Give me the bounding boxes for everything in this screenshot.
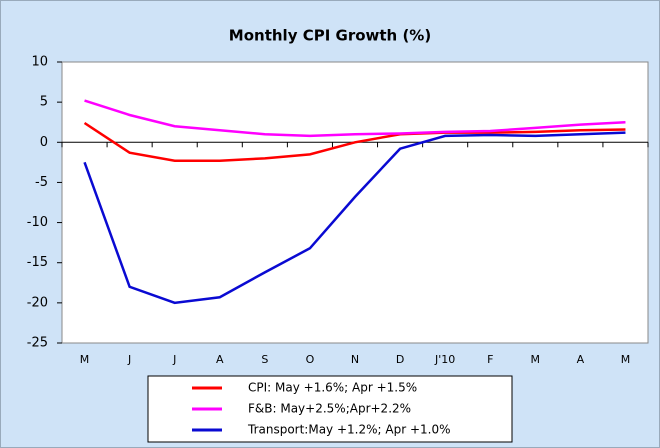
y-tick-label: -10 xyxy=(27,215,48,230)
plot-area xyxy=(61,61,649,344)
x-tick-label: J xyxy=(127,353,131,366)
y-tick-label: 10 xyxy=(31,55,48,70)
x-tick-label: M xyxy=(531,353,541,366)
x-tick-label: A xyxy=(577,353,585,366)
x-tick-label: M xyxy=(621,353,631,366)
x-tick-label: F xyxy=(487,353,493,366)
y-tick-label: -5 xyxy=(35,175,48,190)
series-line xyxy=(83,131,626,305)
series-line xyxy=(83,121,626,163)
y-tick-label: -15 xyxy=(27,255,48,270)
chart-title: Monthly CPI Growth (%) xyxy=(229,27,431,45)
legend-label: F&B: May+2.5%;Apr+2.2% xyxy=(248,402,411,416)
series-line xyxy=(84,99,626,138)
x-tick-label: A xyxy=(216,353,224,366)
x-tick-label: D xyxy=(396,353,404,366)
x-tick-label: J xyxy=(172,353,176,366)
legend-label: CPI: May +1.6%; Apr +1.5% xyxy=(248,381,417,395)
y-tick-label: -25 xyxy=(27,336,48,351)
x-tick-label: M xyxy=(80,353,90,366)
y-tick-label: 0 xyxy=(40,135,48,150)
x-tick-label: S xyxy=(261,353,268,366)
x-tick-label: J'10 xyxy=(434,353,455,366)
y-tick-label: 5 xyxy=(40,95,48,110)
y-tick-label: -20 xyxy=(27,295,48,310)
x-tick-label: O xyxy=(306,353,315,366)
legend-label: Transport:May +1.2%; Apr +1.0% xyxy=(247,423,451,437)
x-tick-label: N xyxy=(351,353,359,366)
